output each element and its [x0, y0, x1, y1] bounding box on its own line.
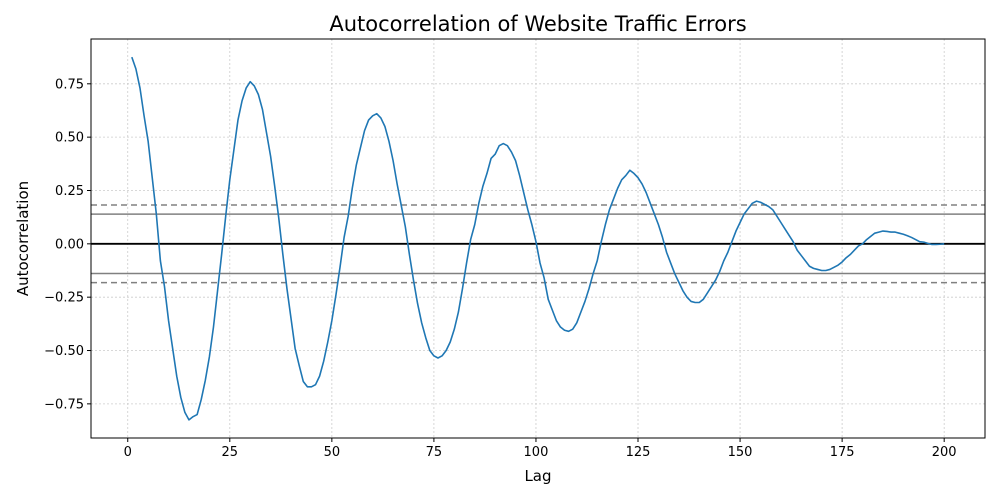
x-tick-label: 25	[222, 445, 239, 460]
y-axis-label: Autocorrelation	[14, 181, 32, 296]
y-tick-label: 0.50	[55, 131, 84, 146]
y-tick-label: 0.00	[55, 237, 84, 252]
y-tick-label: 0.75	[55, 77, 84, 92]
chart-title: Autocorrelation of Website Traffic Error…	[329, 12, 746, 36]
confidence-bands	[91, 204, 985, 284]
x-tick-label: 200	[932, 445, 957, 460]
x-axis-ticks: 0 25 50 75 100 125 150 175 200	[124, 438, 957, 460]
x-tick-label: 125	[626, 445, 651, 460]
x-tick-label: 175	[830, 445, 855, 460]
x-tick-label: 100	[524, 445, 549, 460]
plot-area	[90, 38, 986, 439]
y-tick-label: −0.50	[44, 344, 84, 359]
y-tick-label: 0.25	[55, 184, 84, 199]
y-tick-label: −0.75	[44, 397, 84, 412]
grid	[91, 39, 985, 438]
autocorrelation-series-line	[131, 56, 945, 421]
x-tick-label: 150	[728, 445, 753, 460]
y-axis-ticks: −0.75 −0.50 −0.25 0.00 0.25 0.50 0.75	[44, 77, 91, 412]
x-tick-label: 50	[324, 445, 341, 460]
x-axis-label: Lag	[524, 467, 551, 485]
y-tick-label: −0.25	[44, 291, 84, 306]
x-tick-label: 0	[124, 445, 132, 460]
x-tick-label: 75	[426, 445, 443, 460]
series-layer	[131, 56, 945, 421]
